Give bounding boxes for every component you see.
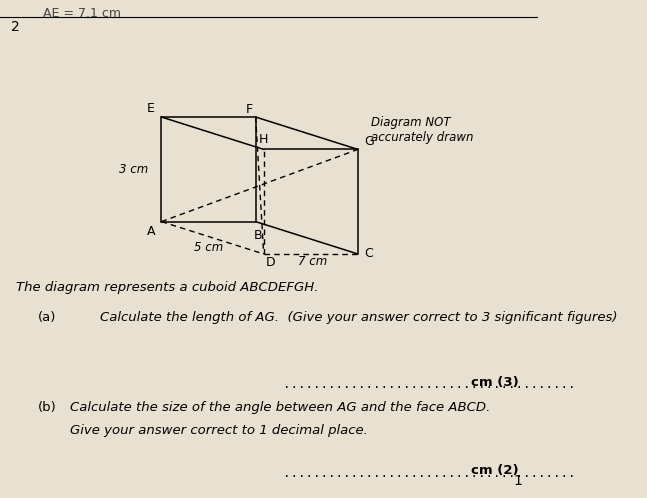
Text: 5 cm: 5 cm: [194, 241, 223, 253]
Text: 3 cm: 3 cm: [119, 163, 148, 176]
Text: cm (3): cm (3): [471, 376, 519, 389]
Text: 7 cm: 7 cm: [298, 255, 327, 268]
Text: Give your answer correct to 1 decimal place.: Give your answer correct to 1 decimal pl…: [70, 424, 368, 437]
Text: E: E: [147, 102, 155, 115]
Text: (a): (a): [38, 311, 56, 324]
Text: The diagram represents a cuboid ABCDEFGH.: The diagram represents a cuboid ABCDEFGH…: [16, 281, 318, 294]
Text: .......................................: .......................................: [283, 378, 575, 391]
Text: B: B: [253, 229, 262, 242]
Text: cm (2): cm (2): [471, 464, 518, 477]
Text: .......................................: .......................................: [283, 467, 575, 480]
Text: Calculate the length of AG.  (Give your answer correct to 3 significant figures): Calculate the length of AG. (Give your a…: [100, 311, 617, 324]
Text: accurately drawn: accurately drawn: [371, 131, 474, 144]
Text: Calculate the size of the angle between AG and the face ABCD.: Calculate the size of the angle between …: [70, 401, 490, 414]
Text: 2: 2: [11, 20, 19, 34]
Text: 1: 1: [513, 474, 522, 488]
Text: C: C: [364, 248, 373, 260]
Text: D: D: [266, 256, 275, 269]
Text: A: A: [146, 225, 155, 238]
Text: H: H: [259, 133, 269, 146]
Text: F: F: [245, 103, 252, 116]
Text: Diagram NOT: Diagram NOT: [371, 117, 451, 129]
Text: G: G: [364, 135, 374, 148]
Text: (b): (b): [38, 401, 56, 414]
Text: AE = 7.1 cm: AE = 7.1 cm: [43, 7, 121, 20]
